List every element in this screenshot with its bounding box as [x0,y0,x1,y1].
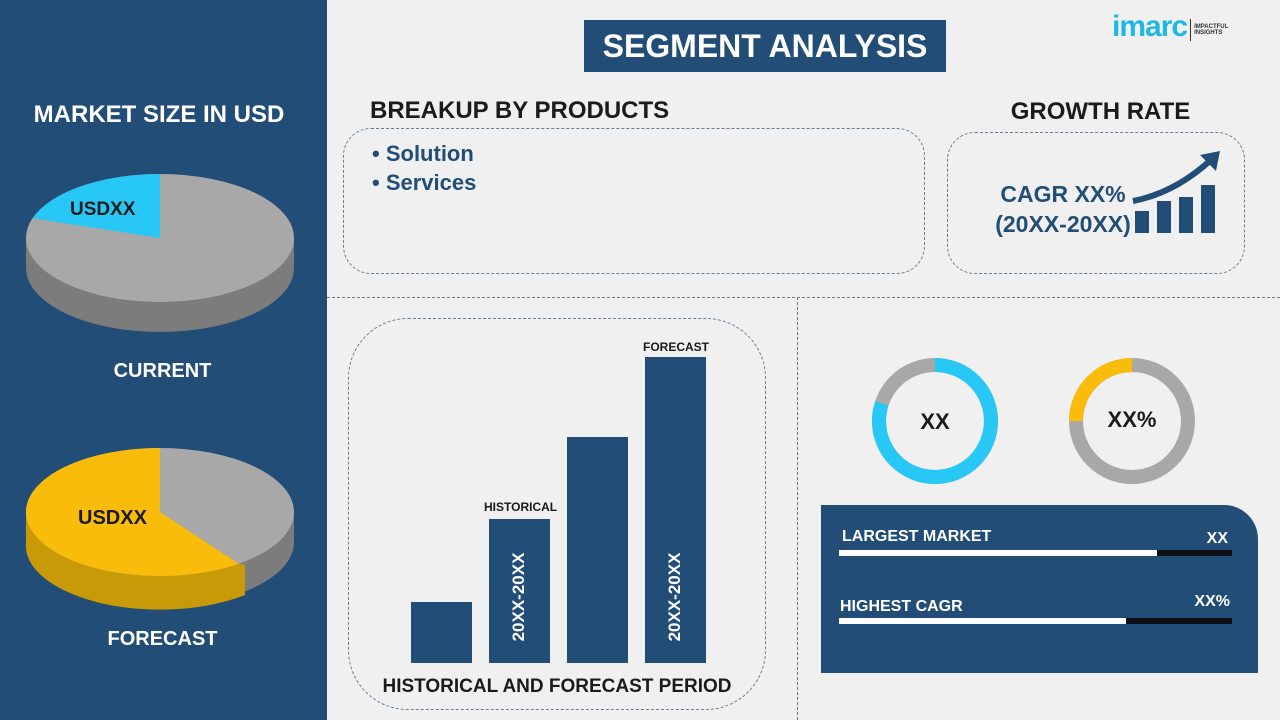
highest-cagr-value: XX% [1194,593,1230,610]
donut-1-fill [872,358,998,484]
forecast-slice [25,448,239,576]
cagr-text: CAGR XX% [1000,181,1126,207]
forecast-label: FORECAST [107,628,218,650]
market-size-panel: MARKET SIZE IN USD USDXX CURRENT USDXX F… [0,0,327,720]
breakup-box: • Solution • Services [343,128,925,274]
period-bar [567,436,628,663]
period-bar [489,519,550,663]
growth-heading: GROWTH RATE [1010,98,1191,125]
imarc-logo: imarc IMPACTFUL INSIGHTS [1112,10,1236,44]
forecast-range: 20XX-20XX [665,552,684,642]
page-title: SEGMENT ANALYSIS [584,20,946,72]
largest-market-label: LARGEST MARKET [842,528,992,545]
donut-1-label: XX [920,409,950,434]
divider-horizontal [327,297,1280,298]
growth-chart-icon [1132,151,1220,233]
growth-box: CAGR XX% (20XX-20XX) [947,132,1245,274]
forecast-pie [25,448,294,610]
highest-cagr-label: HIGHEST CAGR [840,598,963,615]
stats-panel: LARGEST MARKET XX HIGHEST CAGR XX% [821,505,1258,673]
breakup-item: • Services [372,170,477,195]
forecast-label: FORECAST [643,340,709,354]
current-value: USDXX [70,199,136,220]
donut-charts [872,358,1195,484]
period-chart-footer: HISTORICAL AND FORECAST PERIOD [382,676,732,697]
cagr-period: (20XX-20XX) [995,211,1131,237]
historical-label: HISTORICAL [484,500,558,514]
period-chart-box [348,318,766,710]
period-bar [645,357,706,663]
highest-cagr-bar [839,618,1232,624]
current-slice [32,174,160,238]
largest-market-value: XX [1206,530,1228,547]
divider-vertical [797,297,798,720]
current-pie [26,174,294,332]
donut-2-fill [1069,358,1195,484]
breakup-item: • Solution [372,141,474,166]
logo-text: imarc [1112,10,1188,43]
largest-market-bar [839,550,1232,556]
current-label: CURRENT [113,360,212,382]
forecast-value: USDXX [78,507,147,529]
period-bar [411,601,472,663]
logo-tagline: IMPACTFUL INSIGHTS [1194,24,1229,36]
donut-2-label: XX% [1107,407,1157,432]
market-size-heading: MARKET SIZE IN USD [33,101,285,128]
historical-range: 20XX-20XX [509,552,528,642]
breakup-heading: BREAKUP BY PRODUCTS [370,97,670,124]
